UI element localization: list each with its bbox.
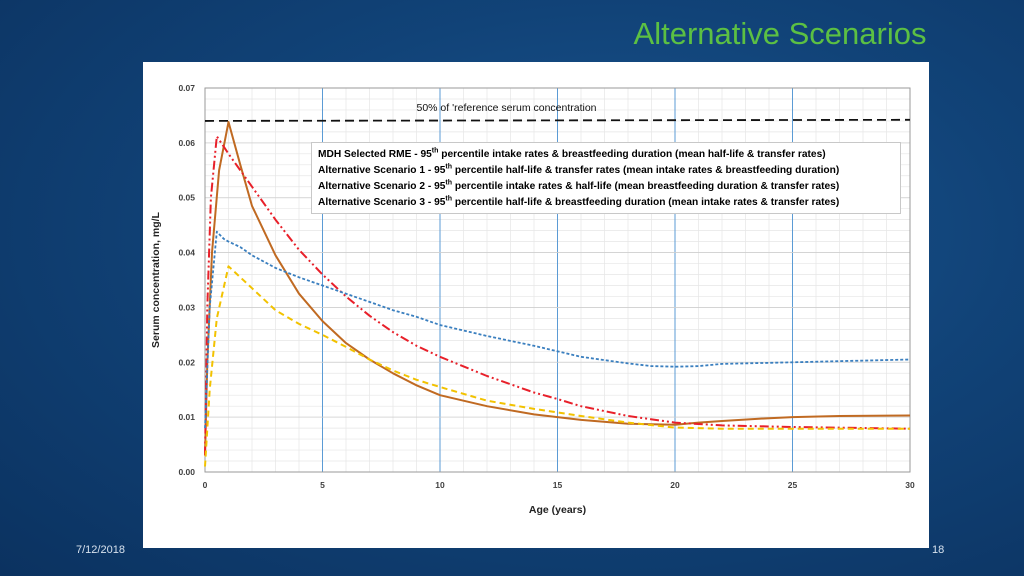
y-tick-label: 0.06 [178,138,195,148]
legend-entry-scenario-1: Alternative Scenario 1 - 95th percentile… [318,163,894,179]
series-group [204,121,911,467]
footer-date: 7/12/2018 [76,544,125,556]
legend-sup: th [445,163,453,171]
x-tick-label: 30 [905,480,915,490]
legend-text: percentile half-life & breastfeeding dur… [452,197,840,208]
legend-sup: th [445,195,453,203]
reference-line-group: 50% of 'reference serum concentration [204,102,911,122]
y-tick-label: 0.03 [178,302,195,312]
x-axis-label: Age (years) [529,504,586,516]
y-tick-label: 0.00 [178,467,195,477]
y-tick-label: 0.07 [178,83,195,93]
legend-text: percentile intake rates & breastfeeding … [438,149,826,160]
y-tick-label: 0.02 [178,357,195,367]
legend-entry-scenario-2: Alternative Scenario 2 - 95th percentile… [318,179,894,195]
x-tick-label: 25 [788,480,798,490]
legend-text: percentile intake rates & half-life (mea… [452,181,840,192]
series-line-0 [204,121,911,456]
y-tick-label: 0.01 [178,412,195,422]
legend-sup: th [431,147,439,155]
series-line-1 [204,135,911,456]
x-tick-label: 5 [320,480,325,490]
axes [204,87,911,473]
line-chart: 50% of 'reference serum concentration 0 5… [150,83,915,516]
legend-text: MDH Selected RME - 95 [318,149,432,160]
legend-entry-mdh: MDH Selected RME - 95th percentile intak… [318,147,894,163]
legend-text: Alternative Scenario 2 - 95 [318,181,446,192]
x-tick-label: 10 [435,480,445,490]
x-tick-label: 20 [670,480,680,490]
x-tick-label: 0 [203,480,208,490]
reference-line-label: 50% of 'reference serum concentration [417,102,597,114]
footer-page-number: 18 [932,544,945,556]
reference-line [204,118,911,122]
legend-text: Alternative Scenario 1 - 95 [318,165,446,176]
y-tick-label: 0.05 [178,193,195,203]
chart-panel: 50% of 'reference serum concentration 0 5… [143,62,929,548]
y-tick-label: 0.04 [178,248,195,258]
y-axis-label: Serum concentration, mg/L [150,211,162,348]
x-tick-label: 15 [553,480,563,490]
legend-entry-scenario-3: Alternative Scenario 3 - 95th percentile… [318,195,894,211]
legend-sup: th [445,179,453,187]
legend-text: percentile half-life & transfer rates (m… [452,165,840,176]
legend-text: Alternative Scenario 3 - 95 [318,197,446,208]
series-line-3 [204,265,910,467]
slide-title: Alternative Scenarios [633,16,927,51]
plot-border [204,87,911,473]
labels-group: 0 5 10 15 20 25 30 0.00 0.01 0.02 0.03 0.04 0.05 0.06… [150,83,915,516]
chart-legend: MDH Selected RME - 95th percentile intak… [311,142,901,214]
